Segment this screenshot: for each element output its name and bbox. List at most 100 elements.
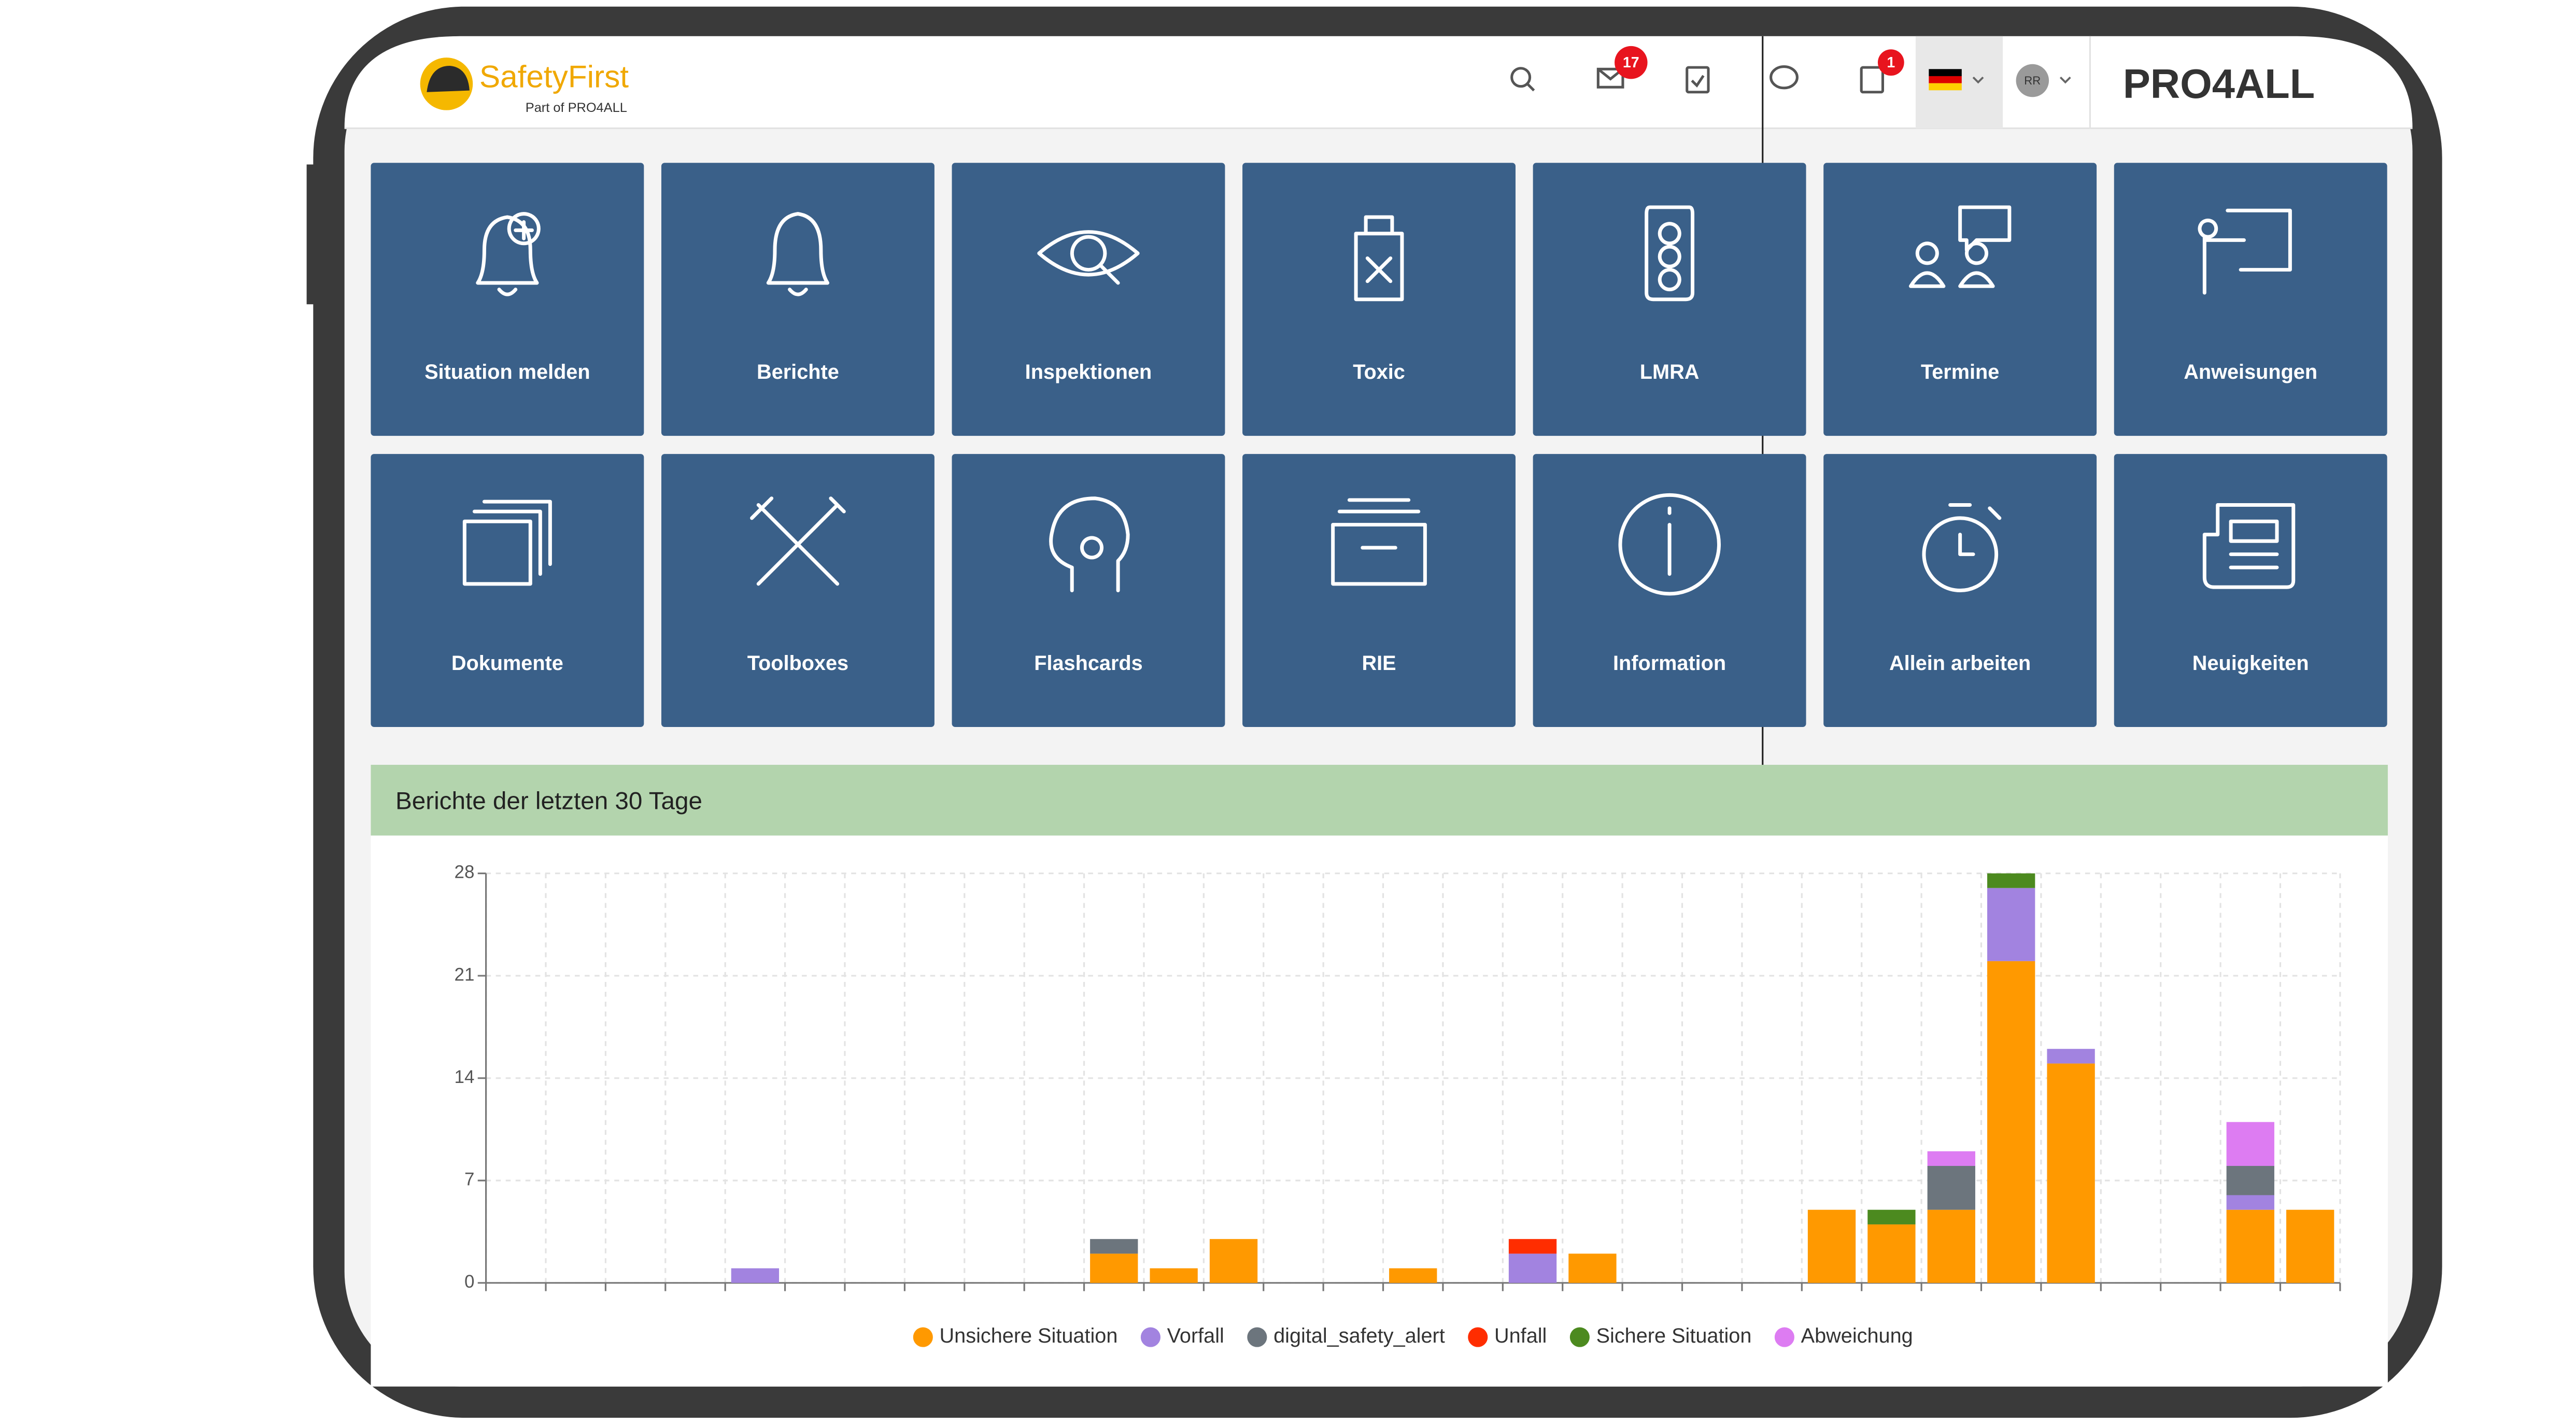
tile-label: Situation melden — [424, 361, 590, 383]
brand: PRO4ALL — [2123, 61, 2315, 107]
flag-gold — [1929, 83, 1962, 91]
logo-subtitle: Part of PRO4ALL — [526, 101, 627, 115]
bar — [2286, 1209, 2334, 1283]
bar — [1508, 1253, 1557, 1283]
legend-marker — [1468, 1327, 1488, 1347]
tile-icon — [1037, 230, 1140, 285]
top-bar — [344, 36, 2413, 129]
mail-icon[interactable] — [1596, 67, 1624, 89]
tile[interactable] — [371, 454, 644, 727]
tile-label: Toolboxes — [747, 652, 848, 675]
tile-icon — [766, 212, 830, 296]
tiles: Situation melden Berichte Inspektionen Toxi… — [371, 163, 2387, 727]
tile[interactable] — [1823, 163, 2097, 436]
tile-label: RIE — [1362, 652, 1396, 675]
bar — [1927, 1209, 1975, 1283]
tile-label: Dokumente — [451, 652, 563, 675]
legend-marker — [913, 1327, 933, 1347]
tile[interactable] — [371, 163, 644, 436]
tile-label: Berichte — [757, 361, 839, 383]
chat-icon[interactable] — [1770, 65, 1799, 90]
chart: 0 7 14 21 28 Unsichere Situation Vorfall digita… — [455, 862, 2341, 1347]
tile-label: Inspektionen — [1025, 361, 1152, 383]
bar — [1389, 1268, 1437, 1283]
tile-icon — [1331, 498, 1427, 586]
tile-label: Anweisungen — [2184, 361, 2317, 383]
tile[interactable] — [2114, 454, 2387, 727]
bar — [1987, 961, 2035, 1283]
legend-marker — [1774, 1327, 1794, 1347]
mail-badge-dot — [1615, 46, 1648, 79]
bar — [1987, 873, 2035, 888]
tile[interactable] — [661, 163, 935, 436]
tile-icon — [2198, 208, 2292, 295]
bar — [1927, 1151, 1975, 1166]
tile-icon — [1354, 215, 1404, 302]
y-tick-label: 21 — [455, 964, 475, 985]
bar — [1927, 1166, 1975, 1210]
clipboard-badge: 1 — [1887, 54, 1895, 71]
legend-marker — [1247, 1327, 1267, 1347]
avatar: RR — [2024, 74, 2041, 87]
search-icon[interactable] — [1510, 67, 1532, 88]
tile-label: Flashcards — [1034, 652, 1142, 675]
bar — [2226, 1195, 2274, 1210]
legend: Unsichere Situation Vorfall digital_safety… — [913, 1324, 1913, 1347]
legend-marker — [1140, 1327, 1160, 1347]
clipboard-badge-dot — [1877, 49, 1904, 76]
bar — [1867, 1224, 1916, 1283]
tile-icon — [2202, 503, 2296, 589]
legend-marker — [1569, 1327, 1590, 1347]
header-icons — [1510, 65, 1884, 94]
tile[interactable] — [661, 454, 935, 727]
flag-black — [1929, 69, 1962, 76]
bar — [2047, 1063, 2095, 1283]
bar — [1090, 1239, 1138, 1254]
legend-label: Abweichung — [1801, 1324, 1913, 1347]
tile-icon — [750, 496, 846, 586]
legend-label: digital_safety_alert — [1273, 1324, 1445, 1347]
bar — [1150, 1268, 1198, 1283]
bar — [1987, 888, 2035, 961]
tile-icon — [1908, 205, 2012, 288]
tile-label: Information — [1613, 652, 1726, 675]
y-tick-label: 28 — [455, 862, 475, 882]
bar — [1090, 1253, 1138, 1283]
logo-title: SafetyFirst — [479, 59, 629, 94]
bar — [731, 1268, 780, 1283]
tile-label: Allein arbeiten — [1889, 652, 2031, 675]
legend-label: Vorfall — [1167, 1324, 1224, 1347]
avatar-circle[interactable] — [2016, 64, 2049, 97]
clipboard-icon[interactable] — [1860, 66, 1884, 94]
tile-icon — [476, 212, 541, 296]
tile-label: Termine — [1921, 361, 1999, 383]
tile[interactable] — [952, 454, 1225, 727]
bar — [2226, 1166, 2274, 1195]
mail-badge: 17 — [1623, 54, 1639, 71]
tile[interactable] — [1533, 454, 1806, 727]
tile-label: Toxic — [1353, 361, 1405, 383]
tile[interactable] — [952, 163, 1225, 436]
logo-helmet — [427, 65, 470, 92]
panel-header — [371, 764, 2388, 836]
bar — [1568, 1253, 1617, 1283]
bar — [2047, 1049, 2095, 1064]
y-tick-label: 0 — [464, 1272, 474, 1292]
bar — [1807, 1209, 1856, 1283]
tasks-icon[interactable] — [1686, 66, 1710, 94]
tile[interactable] — [2114, 163, 2387, 436]
tile-icon — [462, 500, 552, 586]
tile-icon — [1618, 493, 1721, 596]
y-tick-label: 14 — [455, 1067, 475, 1087]
y-tick-label: 7 — [464, 1169, 474, 1189]
tile-icon — [1922, 503, 2002, 592]
legend-label: Unsichere Situation — [940, 1324, 1118, 1347]
tile-label: LMRA — [1640, 361, 1700, 383]
bar — [1508, 1239, 1557, 1254]
bar — [2226, 1122, 2274, 1166]
bar — [2226, 1209, 2274, 1283]
tile[interactable] — [1242, 454, 1516, 727]
tile-icon — [1049, 496, 1130, 593]
